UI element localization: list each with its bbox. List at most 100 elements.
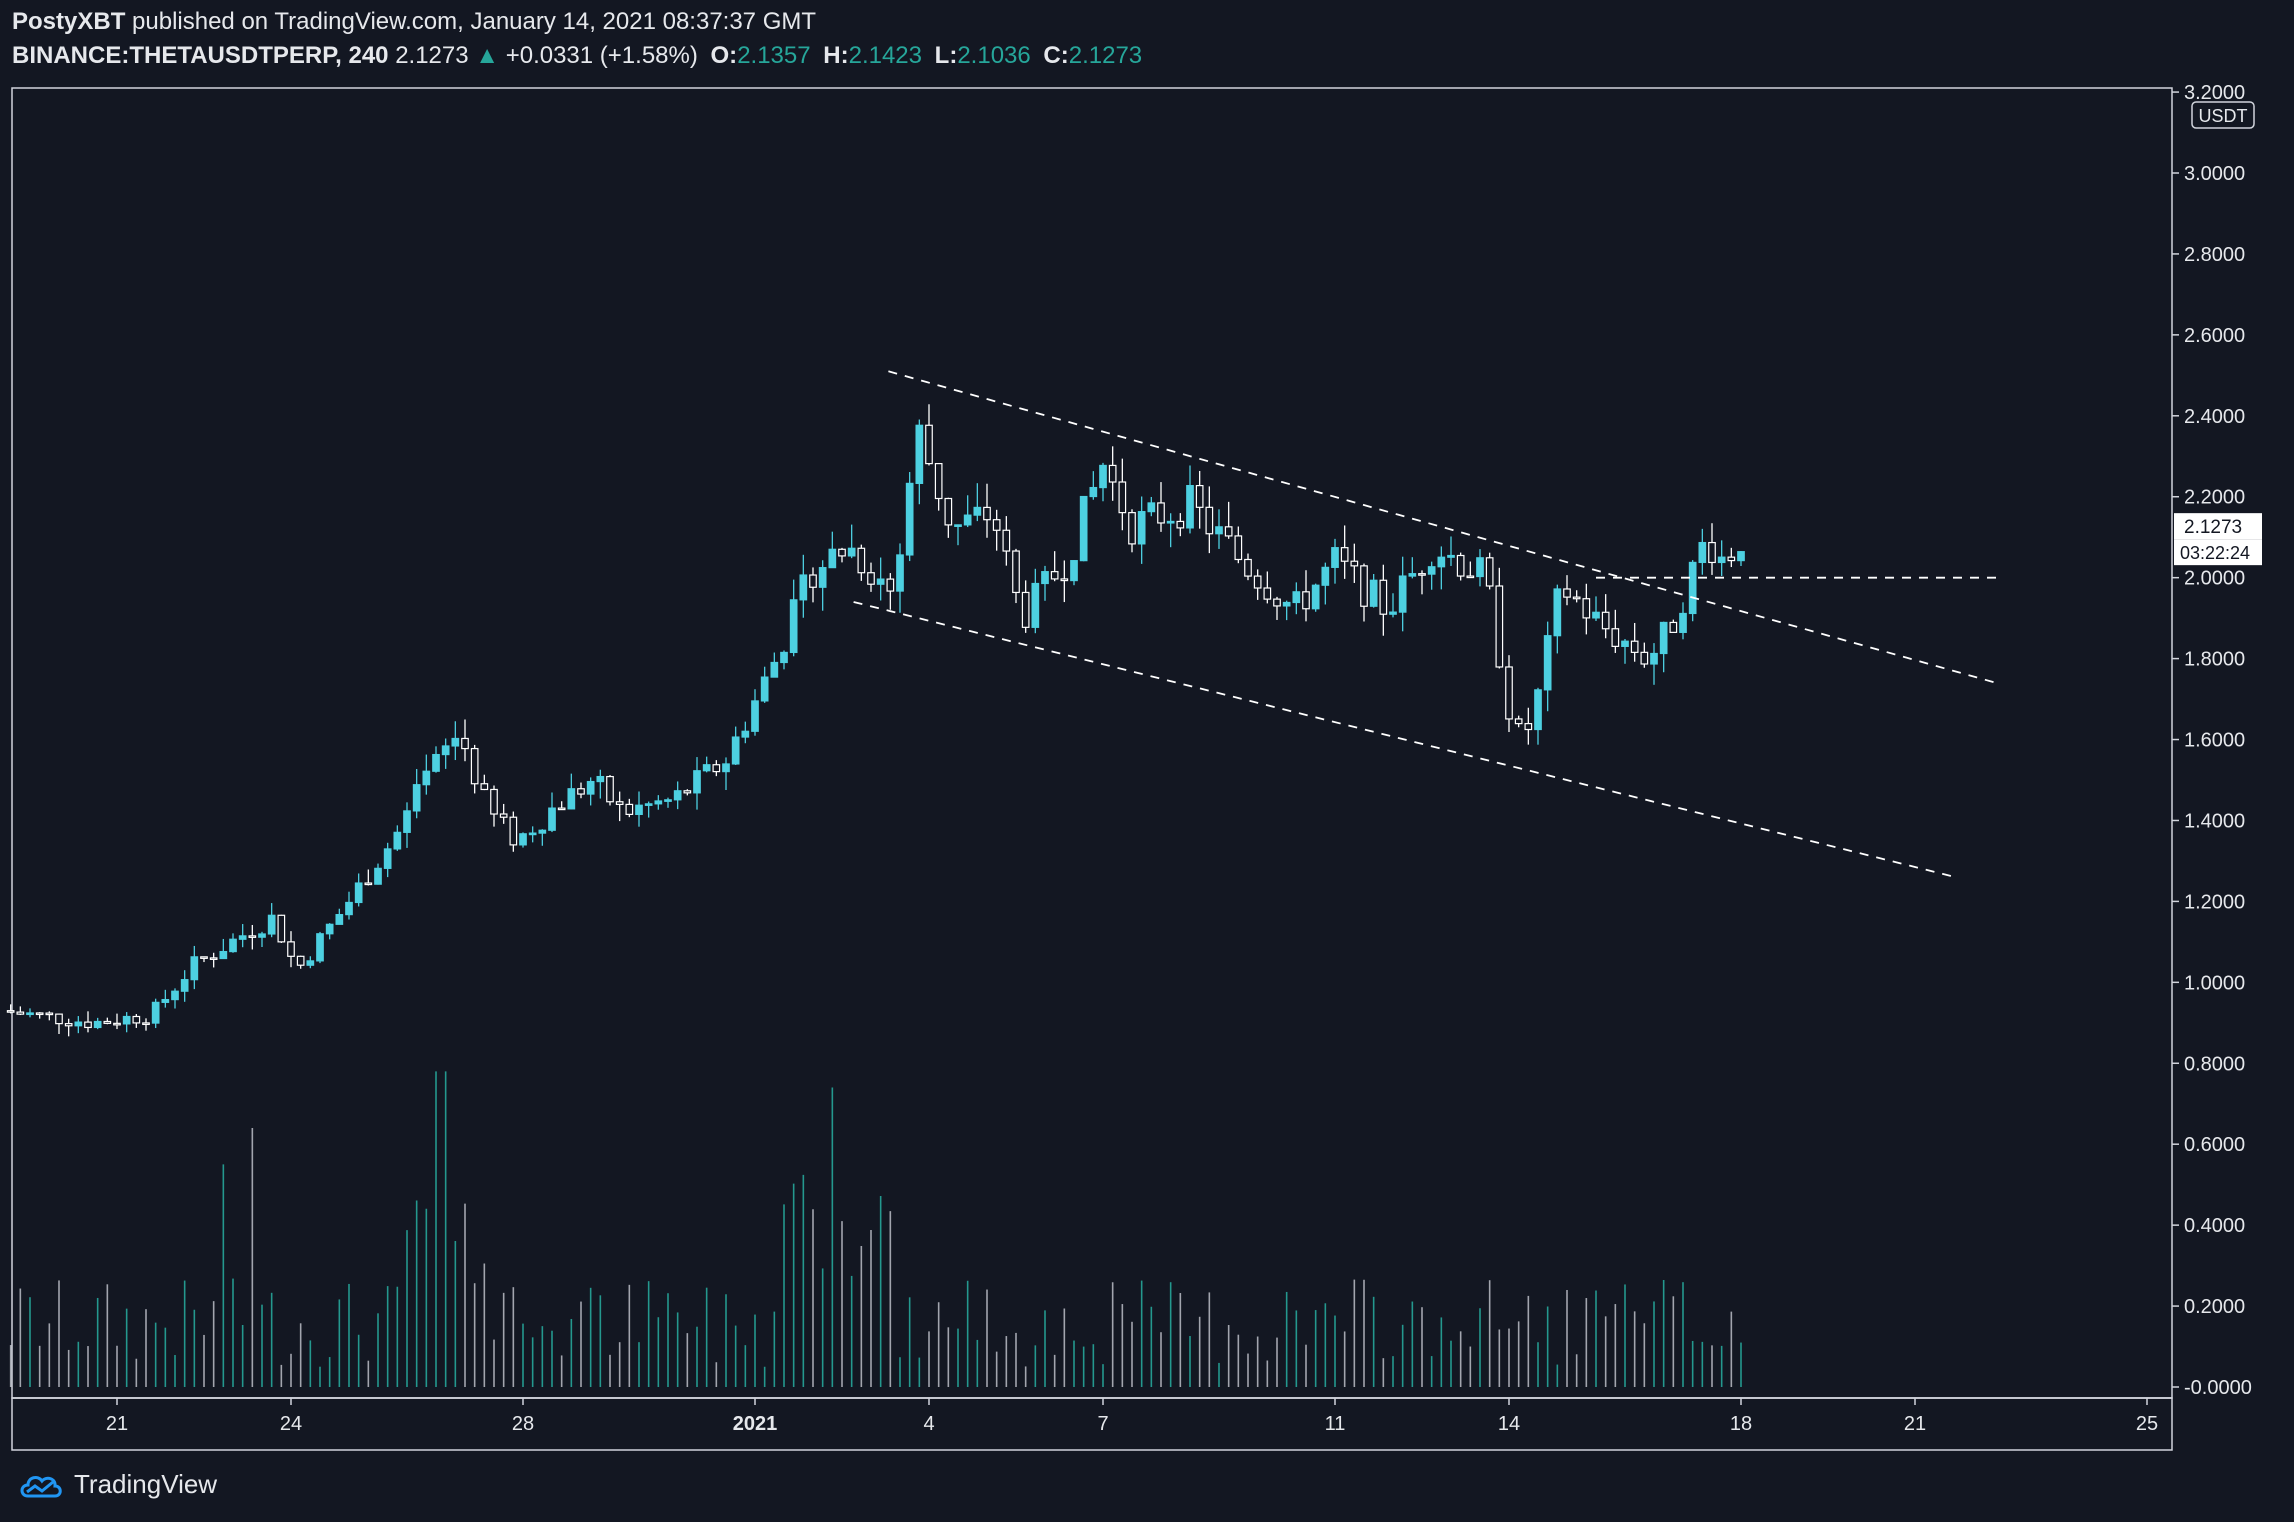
candle-body [93, 1020, 102, 1029]
candle-body [1070, 560, 1078, 582]
candle-body [780, 651, 788, 664]
candle-body [306, 960, 315, 966]
candle-body [722, 763, 730, 773]
candle-body [1621, 640, 1629, 647]
candle-body [345, 901, 353, 916]
time-axis[interactable]: 21 24 28 2021 4 7 11 14 18 21 25 [106, 1398, 2158, 1435]
candle-body [1447, 554, 1455, 558]
candle-body [1253, 575, 1262, 589]
candle-body [335, 914, 344, 925]
symbol-name[interactable]: BINANCE:THETAUSDTPERP, 240 [12, 42, 389, 69]
price-axis[interactable]: 3.2000 3.0000 2.8000 2.6000 2.4000 2.2000 2.00… [2172, 82, 2262, 1399]
candle-body [1089, 486, 1098, 498]
plot-border [11, 87, 2173, 1399]
time-tick-label: 24 [280, 1413, 302, 1435]
candle-body [654, 800, 663, 805]
candle-body [1485, 557, 1494, 587]
candle-body [1215, 526, 1223, 535]
candle-body [741, 730, 750, 738]
candle-body [760, 676, 769, 702]
brand-name: TradingView [74, 1468, 218, 1499]
price-tick-label: 1.8000 [2184, 649, 2245, 671]
candle-body [1128, 512, 1136, 545]
price-tick-label: 1.4000 [2184, 810, 2245, 832]
candle-body [1012, 550, 1020, 594]
tradingview-logo[interactable]: TradingView [18, 1468, 217, 1500]
candle-body [161, 998, 170, 1003]
candle-body [1437, 556, 1446, 568]
candle-body [35, 1012, 44, 1016]
candle-body [84, 1021, 92, 1029]
time-axis-frame [11, 1397, 2173, 1451]
candle-body [55, 1013, 63, 1025]
candle-body [1582, 598, 1591, 619]
candle-body [770, 661, 779, 678]
candle-body [528, 832, 537, 836]
candle-body [519, 833, 527, 846]
candle-body [412, 784, 421, 812]
candle-body [1630, 640, 1639, 653]
candle-body [142, 1022, 150, 1026]
candle-body [847, 547, 856, 557]
time-tick-label: 11 [1325, 1413, 1346, 1435]
chart-frame [11, 87, 2173, 1451]
candle-body [1466, 575, 1475, 579]
candle-body [1060, 578, 1069, 582]
candle-body [896, 554, 904, 592]
volume-bars [9, 1071, 1742, 1387]
open-value: 2.1357 [737, 42, 811, 69]
candle-body [64, 1023, 73, 1027]
price-tick-label: 0.8000 [2184, 1053, 2245, 1075]
candle-body [1563, 588, 1571, 598]
candle-body [577, 788, 585, 795]
candle-body [606, 775, 614, 803]
candle-body [1427, 566, 1436, 575]
candle-body [267, 914, 276, 935]
candle-body [886, 578, 895, 592]
candle-body [1553, 588, 1562, 637]
candle-body [538, 829, 547, 834]
candle-body [1543, 635, 1552, 691]
price-tick-label: 2.4000 [2184, 406, 2245, 428]
currency-box [2191, 101, 2255, 129]
candle-body [1408, 573, 1417, 577]
candle-body [1369, 579, 1378, 607]
candle-body [586, 780, 595, 795]
candle-body [287, 941, 295, 957]
candle-body [1292, 591, 1301, 604]
time-tick-label: 4 [923, 1413, 934, 1435]
time-tick-label: 7 [1097, 1413, 1108, 1435]
candles [6, 404, 1745, 1037]
candle-body [954, 524, 962, 527]
candle-body [1398, 575, 1407, 613]
candle-body [490, 788, 498, 815]
candle-body [316, 933, 324, 962]
candle-body [248, 935, 257, 938]
candle-body [557, 807, 566, 811]
up-triangle-icon: ▲ [475, 42, 500, 69]
candle-body [789, 599, 798, 654]
candle-body [1311, 584, 1320, 610]
candle-body [151, 1001, 160, 1024]
candle-body [1195, 484, 1204, 508]
price-tick-label: -0.0000 [2184, 1377, 2252, 1399]
candle-body [296, 955, 305, 966]
candle-body [1321, 566, 1330, 586]
candle-body [712, 764, 721, 773]
candle-body [132, 1015, 141, 1024]
trendlines[interactable] [853, 370, 1997, 878]
candle-body [1534, 689, 1542, 731]
candle-body [238, 935, 247, 940]
candle-body [1505, 666, 1513, 720]
candle-body [1176, 520, 1185, 529]
last-price: 2.1273 [395, 42, 469, 69]
candle-body [1611, 628, 1620, 647]
price-tick-label: 0.2000 [2184, 1296, 2245, 1318]
author-name[interactable]: PostyXBT [12, 8, 126, 35]
price-tick-label: 1.2000 [2184, 891, 2245, 913]
high-value: 2.1423 [848, 42, 922, 69]
candle-body [45, 1012, 54, 1016]
candle-body [548, 807, 556, 831]
candle-body [1389, 611, 1397, 615]
